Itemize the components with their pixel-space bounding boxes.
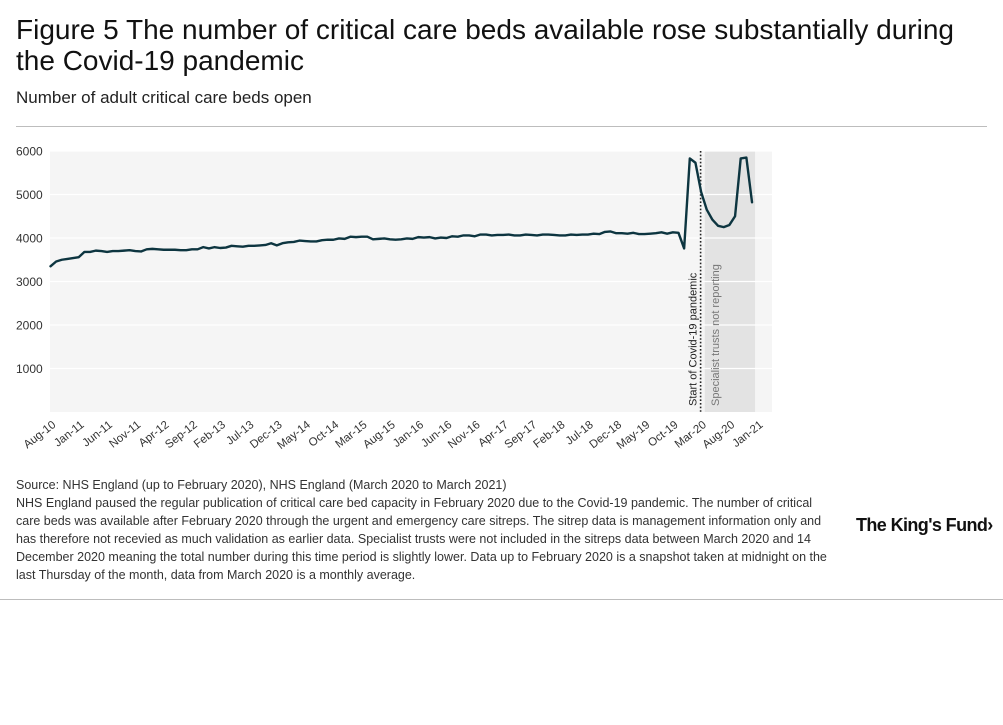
covid-start-label: Start of Covid-19 pandemic xyxy=(688,272,700,406)
series xyxy=(49,156,754,268)
y-axis: 1000 2000 3000 4000 5000 6000 xyxy=(16,145,43,377)
gridlines xyxy=(50,150,772,370)
y-tick-label: 6000 xyxy=(16,145,43,159)
x-tick-label: Aug-20 xyxy=(701,419,738,451)
x-tick-label: Nov-11 xyxy=(107,419,143,451)
x-tick-label: Nov-16 xyxy=(446,419,483,451)
logo-text: The King's Fund xyxy=(856,515,988,535)
y-tick-label: 1000 xyxy=(16,362,43,376)
x-tick-label: Aug-10 xyxy=(22,419,59,451)
kings-fund-logo: The King's Fund› xyxy=(856,515,993,536)
top-divider xyxy=(16,126,987,127)
x-tick-label: Jan-16 xyxy=(391,419,426,450)
x-tick-label: Aug-15 xyxy=(361,419,398,451)
x-tick-label: Sep-17 xyxy=(503,419,540,451)
x-tick-label: Feb-18 xyxy=(531,419,567,451)
bottom-divider xyxy=(0,599,1003,600)
line-chart: 1000 2000 3000 4000 5000 6000 Aug-10Jan-11Jun… xyxy=(16,145,772,452)
logo-chevron-icon: › xyxy=(987,515,993,535)
x-tick-label: Feb-13 xyxy=(192,419,228,451)
x-tick-label: May-14 xyxy=(275,419,313,452)
y-tick-label: 3000 xyxy=(16,275,43,289)
x-tick-label: Sep-12 xyxy=(163,419,200,451)
chart-subtitle: Number of adult critical care beds open xyxy=(16,88,312,107)
y-tick-label: 2000 xyxy=(16,319,43,333)
x-axis: Aug-10Jan-11Jun-11Nov-11Apr-12Sep-12Feb-… xyxy=(22,419,766,452)
y-tick-label: 4000 xyxy=(16,232,43,246)
x-tick-label: Jan-11 xyxy=(52,419,86,450)
specialist-trusts-label: Specialist trusts not reporting xyxy=(710,264,722,406)
y-tick-label: 5000 xyxy=(16,188,43,202)
chart-title: Figure 5 The number of critical care bed… xyxy=(16,14,954,76)
note-text: NHS England paused the regular publicati… xyxy=(16,496,827,582)
footnotes: Source: NHS England (up to February 2020… xyxy=(16,476,836,584)
series-line xyxy=(49,156,754,268)
x-tick-label: Jan-21 xyxy=(730,419,765,450)
source-text: Source: NHS England (up to February 2020… xyxy=(16,478,507,492)
annotations: Start of Covid-19 pandemic Specialist tru… xyxy=(688,151,722,412)
